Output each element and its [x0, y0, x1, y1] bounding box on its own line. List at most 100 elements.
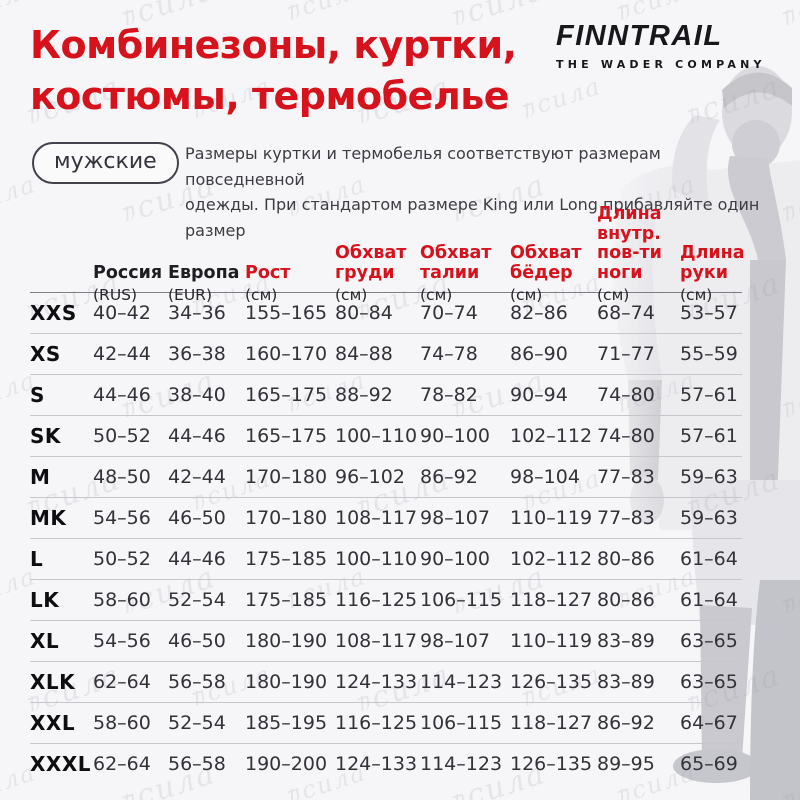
cell-value: 42–44: [93, 343, 151, 365]
cell-value: 100–110: [335, 548, 418, 570]
cell-value: 63–65: [680, 630, 738, 652]
table-row: XXXL 62–64 56–58 190–200 124–133 114–123 126–1…: [30, 744, 742, 784]
column-label: Европа: [168, 262, 240, 283]
cell-value: 74–80: [597, 384, 655, 406]
watermark-text: сила: [792, 0, 800, 31]
column-header: Россия (RUS): [93, 263, 168, 304]
cell-value: 98–107: [420, 630, 490, 652]
cell-value: 118–127: [510, 712, 593, 734]
cell-value: 80–84: [335, 302, 393, 324]
cell-value: 86–92: [420, 466, 478, 488]
cell-value: 59–63: [680, 507, 738, 529]
cell-value: 110–119: [510, 507, 593, 529]
cell-value: 175–185: [245, 589, 328, 611]
cell-value: 160–170: [245, 343, 328, 365]
cell-value: 68–74: [597, 302, 655, 324]
cell-value: 74–78: [420, 343, 478, 365]
cell-value: 170–180: [245, 466, 328, 488]
cell-value: 83–89: [597, 630, 655, 652]
column-header: Обхват талии (см): [420, 243, 510, 304]
table-row: XL 54–56 46–50 180–190 108–117 98–107 110–119 8…: [30, 621, 742, 662]
cell-value: 74–80: [597, 425, 655, 447]
cell-value: 44–46: [93, 384, 151, 406]
column-header: Обхват бёдер (см): [510, 243, 597, 304]
sizing-note: Размеры куртки и термобелья соответствую…: [185, 141, 775, 243]
cell-value: 83–89: [597, 671, 655, 693]
cell-value: 90–94: [510, 384, 568, 406]
cell-value: 102–112: [510, 425, 593, 447]
cell-value: 80–86: [597, 548, 655, 570]
cell-value: 56–58: [168, 753, 226, 775]
size-label: XL: [30, 629, 60, 653]
cell-value: 114–123: [420, 753, 503, 775]
li-glyph-icon: [519, 99, 537, 119]
cell-value: 52–54: [168, 712, 226, 734]
cell-value: 98–107: [420, 507, 490, 529]
cell-value: 57–61: [680, 384, 738, 406]
cell-value: 58–60: [93, 712, 151, 734]
size-label: L: [30, 547, 44, 571]
cell-value: 106–115: [420, 589, 503, 611]
size-label: SK: [30, 424, 61, 448]
column-unit: (RUS): [93, 286, 138, 304]
li-glyph-icon: [284, 1, 302, 21]
cell-value: 118–127: [510, 589, 593, 611]
column-label: Обхват бёдер: [510, 243, 582, 283]
cell-value: 44–46: [168, 425, 226, 447]
column-label: Обхват талии: [420, 243, 492, 283]
page-title-line1: Комбинезоны, куртки,: [30, 23, 517, 67]
cell-value: 124–133: [335, 753, 418, 775]
watermark-text: сила: [0, 0, 40, 21]
cell-value: 46–50: [168, 507, 226, 529]
cell-value: 88–92: [335, 384, 393, 406]
cell-value: 185–195: [245, 712, 328, 734]
sila-watermark: сила: [777, 0, 800, 35]
page-title-line2: костюмы, термобелье: [30, 74, 510, 118]
cell-value: 126–135: [510, 753, 593, 775]
cell-value: 155–165: [245, 302, 328, 324]
cell-value: 54–56: [93, 630, 151, 652]
cell-value: 175–185: [245, 548, 328, 570]
size-label: MK: [30, 506, 67, 530]
column-unit: (см): [245, 286, 278, 304]
cell-value: 106–115: [420, 712, 503, 734]
column-header: Длина руки (см): [680, 243, 745, 304]
column-label: Длина руки: [680, 243, 745, 283]
page-title: Комбинезоны, куртки, костюмы, термобелье: [30, 20, 517, 122]
cell-value: 52–54: [168, 589, 226, 611]
cell-value: 48–50: [93, 466, 151, 488]
table-row: SK 50–52 44–46 165–175 100–110 90–100 102–112 7…: [30, 416, 742, 457]
cell-value: 180–190: [245, 630, 328, 652]
gender-badge: мужские: [32, 142, 179, 184]
cell-value: 170–180: [245, 507, 328, 529]
size-label: XXXL: [30, 752, 92, 776]
cell-value: 190–200: [245, 753, 328, 775]
column-header: Обхват груди (см): [335, 243, 420, 304]
watermark-text: сила: [628, 0, 700, 21]
li-glyph-icon: [450, 790, 468, 800]
cell-value: 54–56: [93, 507, 151, 529]
table-row: XS 42–44 36–38 160–170 84–88 74–78 86–90 71–77 5…: [30, 334, 742, 375]
cell-value: 96–102: [335, 466, 405, 488]
sila-watermark: сила: [518, 72, 605, 124]
cell-value: 114–123: [420, 671, 503, 693]
size-label: XXL: [30, 711, 76, 735]
table-row: M 48–50 42–44 170–180 96–102 86–92 98–104 77–83…: [30, 457, 742, 498]
cell-value: 124–133: [335, 671, 418, 693]
size-label: XXS: [30, 301, 77, 325]
cell-value: 82–86: [510, 302, 568, 324]
cell-value: 80–86: [597, 589, 655, 611]
size-label: M: [30, 465, 51, 489]
cell-value: 61–64: [680, 589, 738, 611]
cell-value: 59–63: [680, 466, 738, 488]
size-label: XLK: [30, 670, 76, 694]
cell-value: 42–44: [168, 466, 226, 488]
cell-value: 116–125: [335, 589, 418, 611]
table-header: Россия (RUS) Европа (EUR) Рост (см) Обхват гру…: [30, 204, 745, 304]
brand-logo: FINNTRAIL THE WADER COMPANY: [556, 20, 766, 71]
cell-value: 70–74: [420, 302, 478, 324]
cell-value: 57–61: [680, 425, 738, 447]
cell-value: 78–82: [420, 384, 478, 406]
cell-value: 100–110: [335, 425, 418, 447]
